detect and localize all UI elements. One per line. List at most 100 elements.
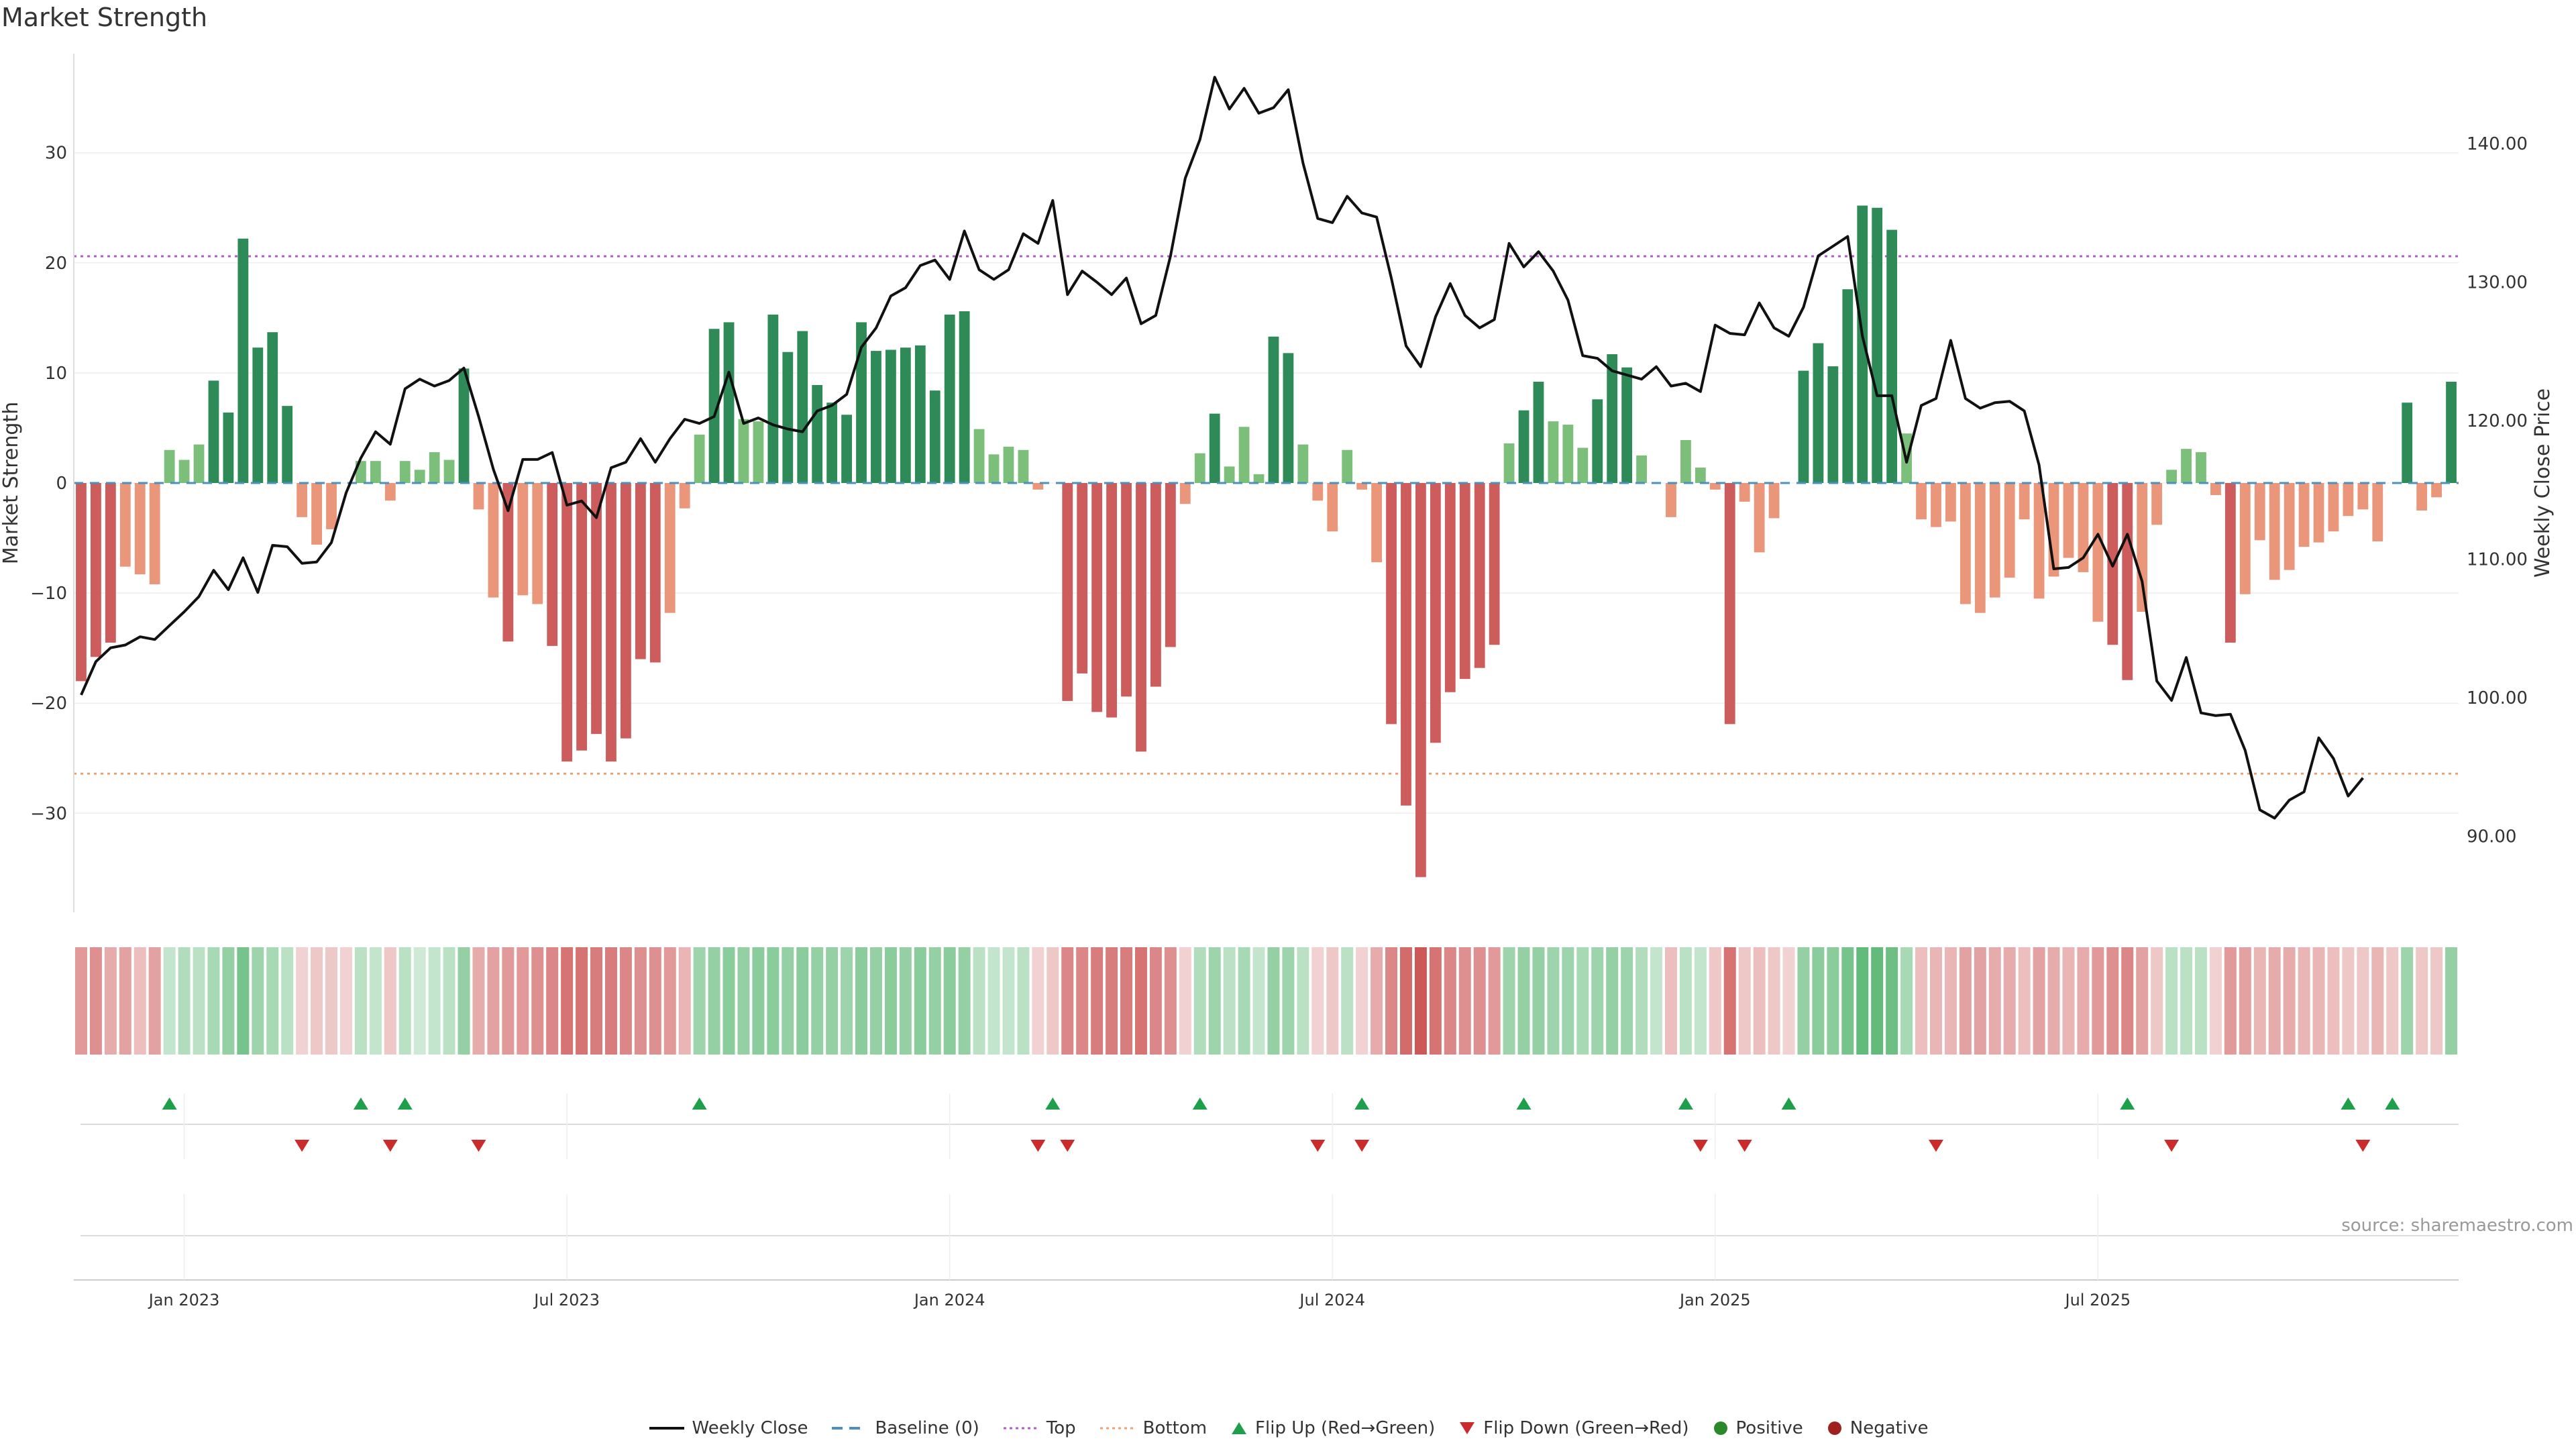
market-strength-chart: −30 −20 −10 0 10 20 30 90.00 100.00 110.00 120.00 1…	[0, 54, 2555, 1309]
strength-bar	[1444, 483, 1456, 692]
strength-bar	[591, 483, 602, 735]
strength-strip-cell	[2018, 947, 2031, 1055]
strength-bar	[2284, 483, 2295, 570]
flip-down-marker	[2355, 1140, 2371, 1152]
strength-strip-cell	[634, 947, 647, 1055]
legend-flip-down[interactable]: Flip Down (Green→Red)	[1458, 1418, 1689, 1438]
strength-strip-cell	[1753, 947, 1766, 1055]
legend-baseline[interactable]: Baseline (0)	[830, 1418, 979, 1438]
strength-strip-cell	[384, 947, 396, 1055]
strength-bar	[664, 483, 676, 613]
strength-bar	[1872, 207, 1883, 483]
strength-strip-cell	[2209, 947, 2222, 1055]
strength-bar	[178, 460, 190, 483]
strength-strip-cell	[1650, 947, 1663, 1055]
legend-bottom[interactable]: Bottom	[1099, 1418, 1207, 1438]
flip-down-marker	[471, 1140, 486, 1152]
strength-strip-cell	[958, 947, 971, 1055]
strength-bar	[532, 483, 543, 604]
strength-bar	[208, 380, 219, 483]
strength-strip-cell	[928, 947, 941, 1055]
strength-strip-cell	[1046, 947, 1059, 1055]
strength-strip-cell	[1547, 947, 1560, 1055]
legend-label: Positive	[1735, 1418, 1803, 1438]
strength-strip-cell	[1311, 947, 1324, 1055]
strength-bar	[1297, 444, 1309, 483]
strength-bar	[1459, 483, 1470, 680]
strength-strip-cell	[1974, 947, 1986, 1055]
strength-bar	[1768, 483, 1780, 519]
strength-bar	[2431, 483, 2442, 498]
strength-bar	[1091, 483, 1103, 712]
strength-bar	[1607, 354, 1618, 483]
strength-strip-cell	[296, 947, 309, 1055]
strength-strip-cell	[1709, 947, 1721, 1055]
strength-bar	[2033, 483, 2045, 599]
strength-bar	[119, 483, 131, 567]
strength-strip-cell	[1179, 947, 1191, 1055]
strength-strip-cell	[1414, 947, 1427, 1055]
strength-bar	[1621, 367, 1633, 483]
flip-up-marker	[2385, 1097, 2400, 1110]
strength-strip-cell	[884, 947, 897, 1055]
strength-bar	[1813, 343, 1824, 483]
strength-bar	[223, 412, 234, 483]
legend-top[interactable]: Top	[1002, 1418, 1076, 1438]
strength-strip-cell	[472, 947, 485, 1055]
strip-layer	[74, 947, 2458, 1055]
strength-bar	[621, 483, 631, 739]
threshold-layer	[74, 255, 2459, 775]
strength-bar	[1960, 483, 1971, 604]
strength-bar	[1857, 205, 1868, 483]
strength-strip-cell	[1562, 947, 1574, 1055]
strength-bar	[1533, 382, 1544, 483]
strength-bar	[1165, 483, 1176, 647]
flip-up-marker	[353, 1097, 368, 1110]
strength-strip-cell	[1915, 947, 1928, 1055]
strength-strip-cell	[722, 947, 735, 1055]
strength-strip-cell	[1576, 947, 1589, 1055]
strength-strip-cell	[604, 947, 617, 1055]
strength-bar	[959, 311, 970, 483]
strength-bar	[767, 314, 779, 483]
strength-strip-cell	[2224, 947, 2237, 1055]
strength-strip-cell	[1532, 947, 1545, 1055]
strength-bar	[1179, 483, 1191, 504]
strength-strip-cell	[1856, 947, 1869, 1055]
strength-bar	[1724, 483, 1735, 724]
strength-strip-cell	[2047, 947, 2060, 1055]
strength-bar	[1827, 366, 1839, 483]
strength-bar	[547, 483, 558, 646]
strength-strip-cell	[576, 947, 588, 1055]
strength-strip-cell	[987, 947, 1000, 1055]
strength-strip-cell	[1134, 947, 1147, 1055]
legend-positive[interactable]: Positive	[1712, 1418, 1803, 1438]
strength-bar	[282, 406, 293, 483]
strength-strip-cell	[1149, 947, 1162, 1055]
x-tick-label: Jan 2025	[1678, 1291, 1751, 1309]
strength-strip-cell	[1371, 947, 1383, 1055]
legend-flip-up[interactable]: Flip Up (Red→Green)	[1230, 1418, 1435, 1438]
legend-weekly-close[interactable]: Weekly Close	[648, 1418, 808, 1438]
strength-strip-cell	[1944, 947, 1957, 1055]
strength-bar	[2254, 483, 2265, 541]
strength-bar	[267, 332, 278, 483]
strength-strip-cell	[1399, 947, 1412, 1055]
strength-strip-cell	[1900, 947, 1913, 1055]
x-tick-label: Jan 2024	[913, 1291, 985, 1309]
legend-negative[interactable]: Negative	[1826, 1418, 1928, 1438]
strength-bar	[2166, 470, 2177, 483]
strength-strip-cell	[1444, 947, 1456, 1055]
strength-bar	[2402, 402, 2413, 483]
strength-bar	[1754, 483, 1765, 553]
y2-tick-label: 110.00	[2467, 550, 2528, 570]
strength-bar	[576, 483, 587, 751]
strength-bar	[91, 483, 101, 657]
strength-strip-cell	[398, 947, 411, 1055]
strength-bar	[1489, 483, 1500, 645]
strength-strip-cell	[1120, 947, 1133, 1055]
strength-bar	[370, 461, 381, 483]
strength-bar	[2224, 483, 2236, 643]
flip-layer	[80, 1097, 2459, 1236]
flip-up-marker	[1781, 1097, 1796, 1110]
